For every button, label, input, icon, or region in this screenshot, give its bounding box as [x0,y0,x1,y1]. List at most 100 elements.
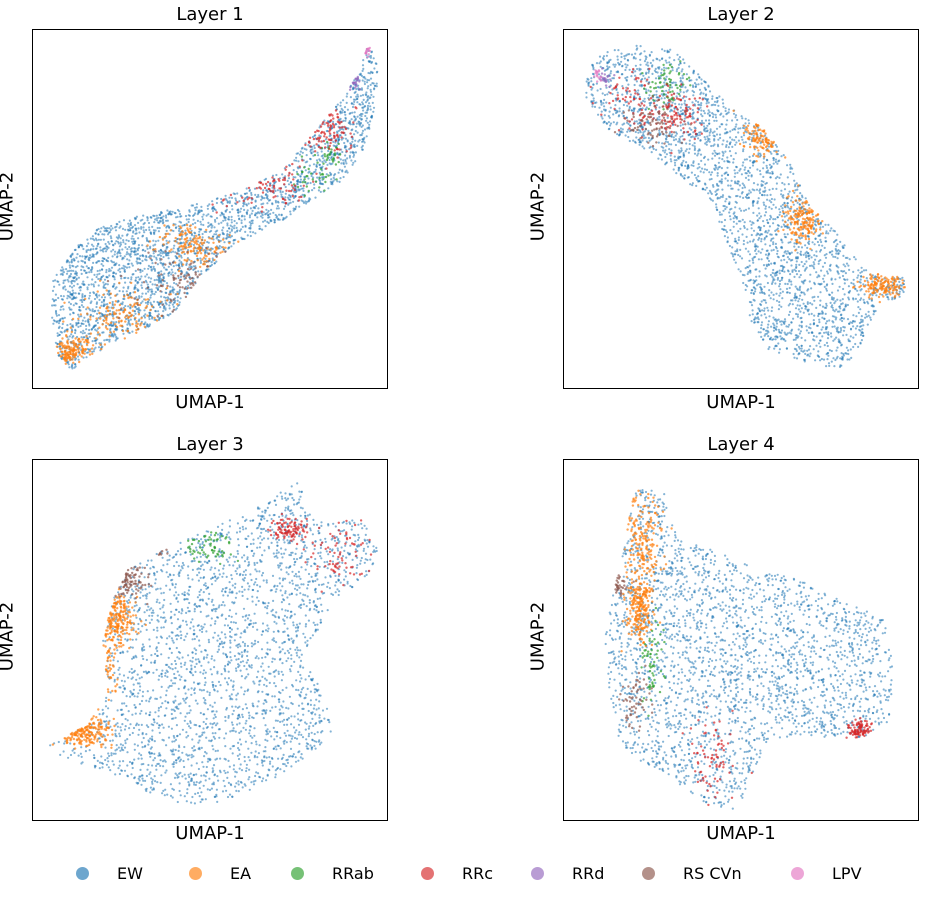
scatter-point [261,183,265,186]
scatter-point [141,244,144,247]
scatter-point [284,175,287,178]
scatter-point [781,241,784,244]
scatter-point [355,122,358,125]
scatter-point [320,150,323,153]
scatter-point [69,272,73,276]
scatter-point [798,288,801,292]
scatter-point [115,321,118,324]
scatter-point [194,212,197,215]
scatter-point [86,286,89,289]
scatter-point [134,232,137,235]
scatter-point [157,272,160,275]
scatter-point [217,222,220,225]
scatter-point [100,296,104,299]
scatter-point [331,160,335,163]
scatter-point [271,174,275,177]
scatter-point [94,232,97,235]
scatter-point [680,103,683,106]
scatter-point [637,89,640,92]
scatter-point [166,252,169,255]
scatter-point [783,183,786,186]
scatter-point [630,53,634,56]
scatter-point [85,328,88,331]
scatter-point [838,310,841,313]
scatter-point [203,260,206,263]
scatter-point [71,264,74,267]
scatter-point [159,306,162,309]
scatter-point [753,321,756,324]
scatter-point [592,83,595,86]
scatter-point [78,309,81,312]
scatter-point [737,230,740,233]
scatter-point [766,169,770,172]
scatter-point [240,219,243,222]
scatter-point [318,145,321,149]
scatter-point [111,315,114,318]
scatter-point [820,357,823,361]
scatter-point [121,234,124,237]
scatter-point [82,305,85,309]
scatter-point [109,329,112,332]
scatter-point [128,219,131,222]
scatter-point [782,320,785,323]
scatter-point [329,119,332,123]
scatter-point [833,338,836,341]
scatter-point [122,286,125,289]
scatter-point [350,159,353,162]
scatter-point [821,305,825,308]
scatter-point [200,228,203,231]
scatter-point [86,288,89,291]
scatter-point [639,45,642,48]
scatter-point [720,182,723,185]
scatter-point [201,258,204,261]
scatter-point [155,319,159,322]
scatter-point [142,314,146,317]
scatter-point [754,248,758,251]
scatter-point [286,196,290,199]
scatter-point [312,180,315,183]
scatter-point [663,66,666,69]
scatter-point [123,268,126,271]
scatter-point [346,157,349,160]
scatter-point [69,323,72,326]
panel-layer-2: Layer 2 UMAP-1 UMAP-2 [466,0,932,420]
scatter-point [171,303,174,306]
scatter-point [134,250,137,253]
scatter-point [187,245,191,249]
scatter-point [367,47,370,50]
scatter-point [778,304,781,307]
scatter-point [800,260,803,264]
scatter-point [740,209,743,212]
scatter-point [210,237,214,240]
scatter-point [813,299,816,302]
scatter-point [168,250,171,253]
scatter-point [623,55,626,58]
scatter-point [777,328,780,331]
scatter-point [194,226,197,229]
scatter-point [253,206,256,209]
scatter-point [673,155,676,158]
scatter-point [739,255,742,258]
scatter-point [735,141,738,144]
scatter-point [100,263,103,266]
scatter-point [132,314,135,317]
scatter-point [136,322,139,326]
scatter-point [154,248,157,251]
scatter-point [234,231,237,234]
scatter-point [900,284,903,287]
scatter-point [793,179,796,182]
scatter-point [126,330,129,333]
scatter-point [306,182,310,185]
scatter-point [265,184,269,187]
scatter-point [775,273,778,277]
scatter-point [339,110,342,114]
scatter-point [183,242,186,246]
scatter-point [601,92,604,95]
scatter-point [369,120,372,123]
scatter-point [109,296,112,299]
scatter-point [183,258,186,262]
scatter-point [354,98,357,101]
scatter-point [208,203,211,206]
scatter-point [866,323,869,326]
scatter-point [793,185,797,188]
